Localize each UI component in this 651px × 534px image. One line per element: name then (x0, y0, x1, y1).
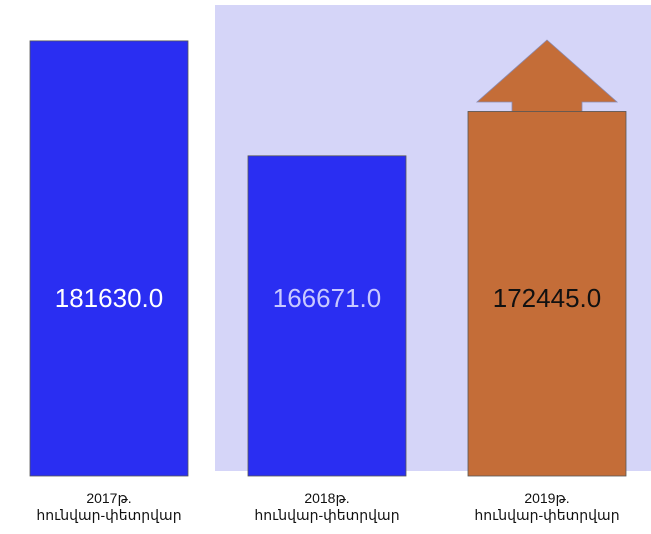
value-label: 181630.0 (55, 283, 163, 313)
bar (467, 111, 627, 477)
bar (247, 155, 407, 477)
value-label: 172445.0 (493, 283, 601, 313)
x-tick-label: 2017թ. հունվար-փետրվար (36, 490, 182, 523)
value-label: 166671.0 (273, 283, 381, 313)
bar (29, 40, 189, 477)
x-tick-label: 2019թ. հունվար-փետրվար (474, 490, 620, 523)
x-tick-label: 2018թ. հունվար-փետրվար (254, 490, 400, 523)
